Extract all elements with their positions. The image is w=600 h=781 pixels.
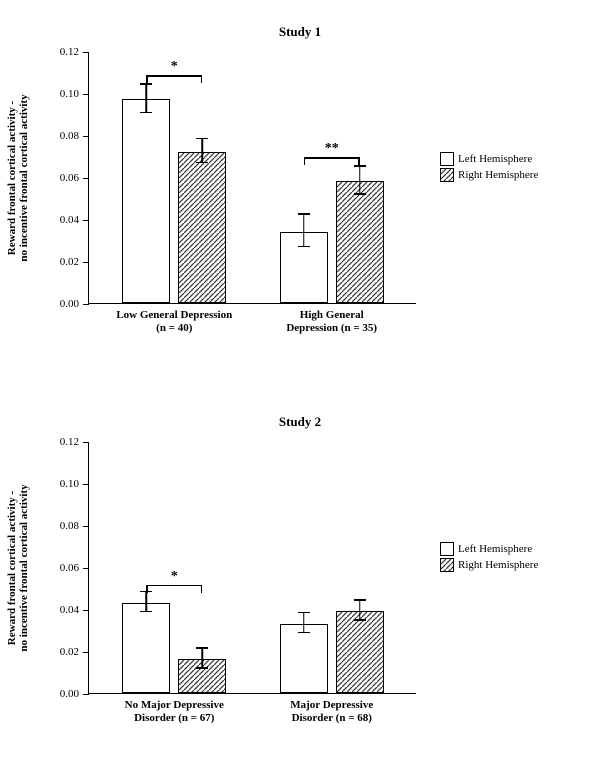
- legend-label: Right Hemisphere: [458, 169, 538, 181]
- legend-swatch: [440, 542, 454, 556]
- study2-title: Study 2: [0, 414, 600, 430]
- legend-label: Right Hemisphere: [458, 559, 538, 571]
- study1-bar: [178, 152, 226, 303]
- study2-ytick-label: 0.12: [60, 436, 79, 448]
- study2-bar: [280, 624, 328, 693]
- legend-label: Left Hemisphere: [458, 543, 532, 555]
- study1-xcat-label: High General Depression (n = 35): [252, 309, 412, 334]
- study1-bar: [280, 232, 328, 303]
- study2-ytick-label: 0.10: [60, 478, 79, 490]
- study1-bar: [122, 99, 170, 303]
- study2-bar: [178, 659, 226, 693]
- study2-legend: Left Hemisphere Right Hemisphere: [440, 540, 538, 574]
- study2-ytick-label: 0.08: [60, 520, 79, 532]
- study1-ylabel: Reward frontal cortical activity - no in…: [6, 94, 30, 261]
- study1-ytick-label: 0.06: [60, 172, 79, 184]
- study2-ylabel: Reward frontal cortical activity - no in…: [6, 484, 30, 651]
- study1-ytick-label: 0.00: [60, 298, 79, 310]
- study2-bar: [336, 611, 384, 693]
- study1-sig-bracket: [304, 157, 360, 165]
- study1-ytick-label: 0.12: [60, 46, 79, 58]
- study2-container: Study 20.000.020.040.060.080.100.12No Ma…: [0, 400, 600, 770]
- study2-sig-bracket: [146, 585, 202, 593]
- study2-plot-area: 0.000.020.040.060.080.100.12No Major Dep…: [88, 442, 416, 694]
- study2-ytick-label: 0.04: [60, 604, 79, 616]
- legend-item: Right Hemisphere: [440, 168, 538, 182]
- page: Study 10.000.020.040.060.080.100.12Low G…: [0, 0, 600, 781]
- study2-ytick-label: 0.06: [60, 562, 79, 574]
- study2-ytick-label: 0.00: [60, 688, 79, 700]
- study1-ytick-label: 0.08: [60, 130, 79, 142]
- study2-ytick-label: 0.02: [60, 646, 79, 658]
- study2-bar: [122, 603, 170, 693]
- study1-title: Study 1: [0, 24, 600, 40]
- study1-sig-bracket: [146, 75, 202, 83]
- study1-ytick-label: 0.10: [60, 88, 79, 100]
- study1-xcat-label: Low General Depression (n = 40): [94, 309, 254, 334]
- study1-ytick-label: 0.04: [60, 214, 79, 226]
- study1-legend: Left Hemisphere Right Hemisphere: [440, 150, 538, 184]
- study1-sig-label: **: [325, 141, 339, 157]
- legend-item: Left Hemisphere: [440, 152, 538, 166]
- legend-label: Left Hemisphere: [458, 153, 532, 165]
- study1-bar: [336, 181, 384, 303]
- legend-item: Right Hemisphere: [440, 558, 538, 572]
- legend-swatch: [440, 558, 454, 572]
- study2-xcat-label: No Major Depressive Disorder (n = 67): [94, 699, 254, 724]
- study2-xcat-label: Major Depressive Disorder (n = 68): [252, 699, 412, 724]
- study2-sig-label: *: [171, 569, 178, 585]
- legend-swatch: [440, 168, 454, 182]
- legend-item: Left Hemisphere: [440, 542, 538, 556]
- legend-swatch: [440, 152, 454, 166]
- study1-container: Study 10.000.020.040.060.080.100.12Low G…: [0, 10, 600, 380]
- study1-sig-label: *: [171, 59, 178, 75]
- study1-plot-area: 0.000.020.040.060.080.100.12Low General …: [88, 52, 416, 304]
- study1-ytick-label: 0.02: [60, 256, 79, 268]
